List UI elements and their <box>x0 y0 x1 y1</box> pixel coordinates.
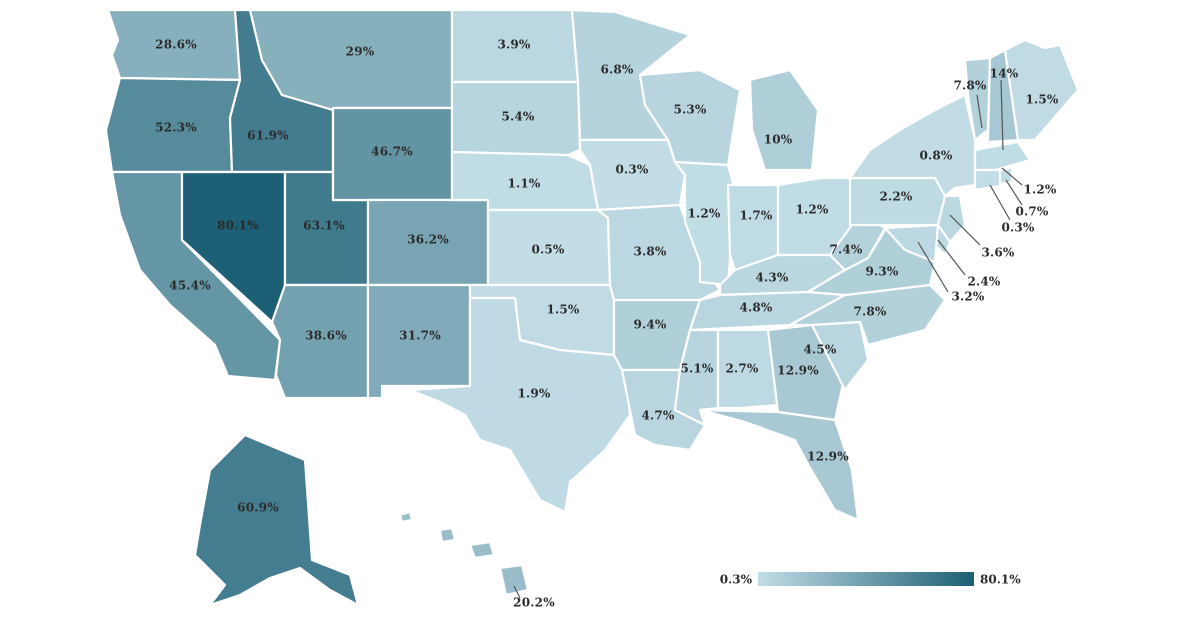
state-label-fl: 12.9% <box>807 450 849 464</box>
state-label-nm: 31.7% <box>399 329 441 343</box>
state-sd <box>450 80 582 157</box>
state-label-wy: 46.7% <box>371 145 413 159</box>
state-label-me: 1.5% <box>1025 93 1058 107</box>
state-label-in: 1.7% <box>739 209 772 223</box>
state-label-nj: 3.6% <box>981 246 1014 260</box>
state-label-nh: 14% <box>990 67 1019 81</box>
state-label-az: 38.6% <box>305 329 347 343</box>
legend-gradient-bar <box>758 572 974 586</box>
leader-line-ri <box>1005 179 1023 206</box>
state-al <box>716 328 780 410</box>
state-label-ne: 1.1% <box>507 177 540 191</box>
leader-line-vt <box>976 94 983 129</box>
state-ri <box>998 166 1014 186</box>
state-label-va: 9.3% <box>865 265 898 279</box>
state-label-sc: 4.5% <box>803 343 836 357</box>
state-label-ct: 0.3% <box>1001 221 1034 235</box>
state-label-mn: 6.8% <box>600 63 633 77</box>
state-label-ca: 45.4% <box>169 279 211 293</box>
leader-line-md <box>917 241 949 293</box>
state-label-tn: 4.8% <box>739 301 772 315</box>
state-hi <box>398 510 530 597</box>
state-fl <box>698 408 860 522</box>
state-label-de: 2.4% <box>967 275 1000 289</box>
state-label-tx: 1.9% <box>517 387 550 401</box>
state-label-nd: 3.9% <box>497 38 530 52</box>
state-label-id: 61.9% <box>247 129 289 143</box>
state-label-ia: 0.3% <box>615 163 648 177</box>
state-label-mt: 29% <box>346 45 375 59</box>
leader-line-de <box>937 239 966 276</box>
state-label-ma: 1.2% <box>1023 183 1056 197</box>
state-label-ny: 0.8% <box>919 149 952 163</box>
state-label-wv: 7.4% <box>829 243 862 257</box>
state-label-vt: 7.8% <box>953 79 986 93</box>
state-label-hi: 20.2% <box>513 596 555 610</box>
state-label-il: 1.2% <box>687 207 720 221</box>
state-label-ms: 5.1% <box>680 362 713 376</box>
color-legend: 0.3% 80.1% <box>720 572 1021 587</box>
state-il <box>673 160 737 287</box>
state-label-pa: 2.2% <box>879 190 912 204</box>
state-label-ar: 9.4% <box>633 318 666 332</box>
state-label-ky: 4.3% <box>755 271 788 285</box>
state-label-ok: 1.5% <box>546 303 579 317</box>
state-label-ak: 60.9% <box>237 501 279 515</box>
state-label-oh: 1.2% <box>795 203 828 217</box>
legend-max-label: 80.1% <box>980 573 1021 587</box>
state-label-ut: 63.1% <box>303 219 345 233</box>
state-ct <box>973 168 1002 192</box>
state-label-or: 52.3% <box>155 121 197 135</box>
state-me <box>1003 38 1080 142</box>
leader-line-ct <box>989 184 1011 221</box>
state-ma <box>973 140 1032 172</box>
state-label-wi: 5.3% <box>673 103 706 117</box>
state-label-al: 2.7% <box>725 362 758 376</box>
leader-line-nj <box>949 214 981 246</box>
state-label-mo: 3.8% <box>633 245 666 259</box>
state-tx <box>408 296 632 514</box>
state-label-nv: 80.1% <box>217 219 259 233</box>
state-label-sd: 5.4% <box>501 110 534 124</box>
state-label-md: 3.2% <box>951 290 984 304</box>
state-label-ri: 0.7% <box>1015 205 1048 219</box>
state-nj <box>936 194 967 244</box>
leader-line-nh <box>1000 79 1004 151</box>
state-label-wa: 28.6% <box>155 38 197 52</box>
label-leader-lines <box>513 79 1023 599</box>
state-label-la: 4.7% <box>641 409 674 423</box>
state-label-ga: 12.9% <box>777 364 819 378</box>
state-label-mi: 10% <box>764 133 793 147</box>
state-mi <box>748 68 820 172</box>
state-ak <box>193 433 360 607</box>
legend-min-label: 0.3% <box>720 573 753 587</box>
state-label-nc: 7.8% <box>853 305 886 319</box>
state-label-co: 36.2% <box>407 233 449 247</box>
leader-line-ma <box>1001 167 1023 186</box>
state-label-ks: 0.5% <box>531 243 564 257</box>
leader-line-hi <box>513 585 521 599</box>
